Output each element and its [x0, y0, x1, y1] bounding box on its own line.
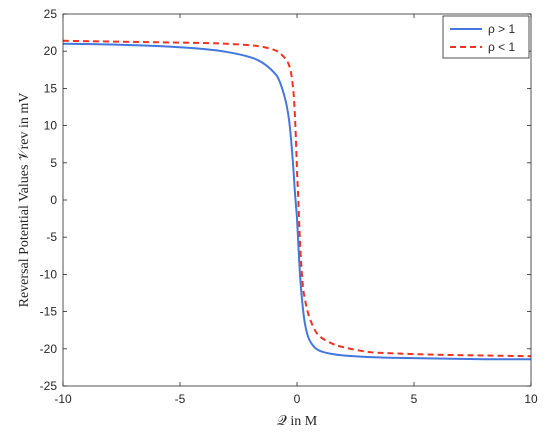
y-tick-label: 5	[50, 156, 57, 170]
x-tick-label: 0	[294, 392, 301, 406]
y-tick-label: 10	[44, 119, 58, 133]
y-tick-label: -10	[40, 267, 58, 281]
plot-area	[63, 14, 531, 386]
y-tick-label: 20	[44, 44, 58, 58]
x-axis-label: 𝒬 in M	[277, 414, 318, 429]
x-tick-label: 10	[524, 392, 538, 406]
y-tick-label: -25	[40, 379, 58, 393]
legend: ρ > 1 ρ < 1	[442, 15, 530, 59]
series-line-rho-lt-1	[62, 39, 532, 358]
legend-label-rho-lt-1: ρ < 1	[488, 40, 516, 54]
series-line-rho-gt-1	[62, 42, 532, 361]
plot-frame	[62, 13, 532, 387]
x-tick-label: -5	[175, 392, 186, 406]
y-tick-label: -20	[40, 342, 58, 356]
legend-label-rho-gt-1: ρ > 1	[488, 22, 516, 36]
x-tick-label: -10	[54, 392, 72, 406]
y-tick-label: 25	[44, 7, 58, 21]
x-tick-label: 5	[411, 392, 418, 406]
legend-box	[442, 15, 530, 59]
y-tick-label: 0	[50, 193, 57, 207]
y-tick-label: -5	[46, 230, 57, 244]
y-tick-label: -15	[40, 305, 58, 319]
y-tick-label: 15	[44, 81, 58, 95]
y-axis-label: Reversal Potential Values 𝒱rev in mV	[17, 93, 32, 308]
tick-layer: -10 -5 0 5 10 -25 -20 -15 -10 -5 0 5 10 15 20 25	[40, 7, 538, 406]
series-layer	[62, 39, 532, 361]
